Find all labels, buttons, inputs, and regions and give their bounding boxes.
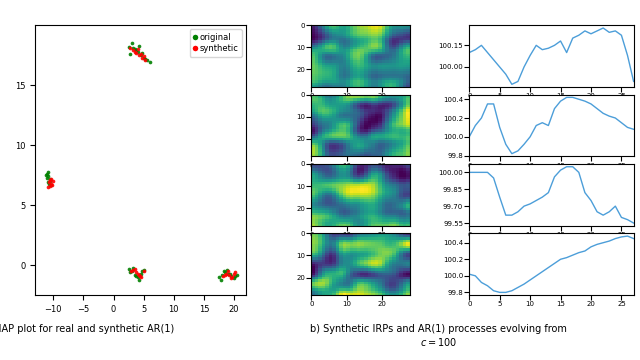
Point (127, 267, 138, 273)
Point (226, 275, 236, 281)
Point (217, 272, 227, 278)
Point (216, 277, 226, 283)
Point (126, 268, 136, 274)
Point (136, 51, 146, 57)
Point (138, 54, 148, 59)
Point (127, 268, 137, 274)
Point (45, 182, 56, 188)
Point (140, 57, 150, 63)
Point (229, 271, 239, 276)
Point (134, 52, 145, 58)
Point (44, 180, 54, 185)
Point (223, 271, 233, 276)
Point (221, 267, 232, 273)
Point (230, 273, 240, 279)
Point (42, 171, 52, 177)
Point (127, 265, 138, 270)
Point (145, 59, 155, 65)
Point (125, 51, 136, 57)
Point (45, 177, 55, 183)
Point (132, 46, 143, 52)
Point (131, 270, 141, 275)
Point (43, 180, 53, 185)
Point (214, 274, 224, 280)
Point (132, 274, 143, 280)
Point (44, 184, 54, 190)
Legend: original, synthetic: original, synthetic (189, 30, 242, 57)
Point (229, 275, 239, 281)
Point (226, 273, 236, 279)
Point (131, 48, 141, 53)
Point (132, 271, 143, 276)
Point (44, 181, 54, 186)
Point (223, 268, 233, 274)
Point (124, 44, 134, 50)
Point (134, 43, 144, 49)
Point (129, 46, 140, 52)
Point (47, 178, 58, 184)
Point (127, 45, 138, 51)
Point (132, 49, 143, 54)
Point (129, 272, 140, 278)
Point (41, 172, 51, 178)
Point (134, 272, 144, 278)
Point (227, 274, 237, 280)
Point (138, 50, 148, 56)
Point (138, 55, 148, 60)
Point (45, 176, 56, 182)
Point (136, 52, 146, 58)
Point (136, 274, 147, 280)
Point (131, 273, 141, 279)
Point (45, 176, 56, 182)
Point (127, 40, 137, 46)
Point (224, 272, 234, 278)
Point (220, 272, 230, 278)
Point (138, 267, 148, 273)
Point (218, 273, 228, 279)
Point (221, 271, 231, 276)
Point (220, 270, 230, 275)
Point (131, 50, 141, 56)
Text: b) Synthetic IRPs and AR(1) processes evolving from
$c = 100$: b) Synthetic IRPs and AR(1) processes ev… (310, 324, 567, 348)
Point (141, 57, 152, 63)
Point (125, 270, 136, 275)
Point (225, 271, 235, 276)
Point (232, 272, 242, 278)
Point (135, 273, 145, 279)
Point (45, 178, 55, 184)
Point (140, 56, 150, 62)
Point (124, 266, 134, 272)
Point (42, 175, 52, 180)
Point (129, 49, 140, 54)
Point (136, 271, 146, 276)
Point (219, 268, 229, 274)
Point (47, 182, 57, 188)
Point (42, 174, 52, 179)
Point (44, 169, 54, 175)
Point (45, 183, 56, 189)
Text: a) UMAP plot for real and synthetic AR(1): a) UMAP plot for real and synthetic AR(1… (0, 324, 174, 334)
Point (127, 48, 138, 53)
Point (230, 270, 240, 275)
Point (138, 55, 148, 60)
Point (125, 45, 136, 51)
Point (46, 181, 56, 186)
Point (129, 266, 140, 272)
Point (138, 268, 148, 274)
Point (134, 277, 144, 283)
Point (138, 268, 148, 274)
